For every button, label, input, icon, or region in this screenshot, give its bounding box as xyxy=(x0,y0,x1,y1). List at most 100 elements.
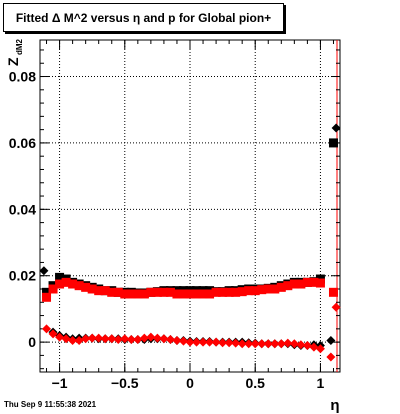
data-point-diamond xyxy=(224,338,234,348)
data-point-diamond xyxy=(331,123,341,133)
data-point-diamond xyxy=(244,339,254,349)
data-point-diamond xyxy=(172,335,182,345)
data-point-square xyxy=(276,282,286,292)
y-axis-subscript: dM2 xyxy=(15,38,24,55)
data-point-square xyxy=(139,289,149,299)
data-point-square xyxy=(211,287,221,297)
data-point-diamond xyxy=(250,339,260,349)
data-point-square xyxy=(302,277,312,287)
data-point-square xyxy=(205,289,215,299)
data-point-diamond xyxy=(39,266,49,276)
data-point-square xyxy=(224,287,234,297)
data-point-diamond xyxy=(146,332,156,342)
y-tick-label: 0.06 xyxy=(9,135,36,151)
data-point-square xyxy=(283,281,293,291)
data-point-square xyxy=(178,289,188,299)
data-point-diamond xyxy=(198,337,208,347)
data-point-diamond xyxy=(87,333,97,343)
x-axis-title: η xyxy=(330,397,339,414)
data-point-square xyxy=(48,284,58,294)
data-point-diamond xyxy=(126,334,136,344)
y-tick-label: 0.02 xyxy=(9,268,36,284)
data-point-diamond xyxy=(100,334,110,344)
x-tick-label: −0.5 xyxy=(111,375,139,391)
y-tick-label: 0.08 xyxy=(9,69,36,85)
data-point-diamond xyxy=(315,344,325,354)
data-point-square xyxy=(296,279,306,289)
data-point-diamond xyxy=(68,335,78,345)
data-point-diamond xyxy=(263,339,273,349)
data-point-diamond xyxy=(289,339,299,349)
data-point-diamond xyxy=(309,342,319,352)
data-point-square xyxy=(55,279,65,289)
data-point-diamond xyxy=(192,337,202,347)
data-point-diamond xyxy=(276,339,286,349)
data-point-diamond xyxy=(237,339,247,349)
data-point-square xyxy=(55,272,65,282)
data-point-diamond xyxy=(42,324,52,334)
data-point-diamond xyxy=(296,340,306,350)
data-point-diamond xyxy=(302,340,312,350)
data-point-square xyxy=(263,284,273,294)
data-point-square xyxy=(42,292,52,302)
data-point-diamond xyxy=(283,338,293,348)
y-tick-label: 0.04 xyxy=(9,201,36,217)
data-point-square xyxy=(165,287,175,297)
data-point-diamond xyxy=(270,339,280,349)
data-point-square xyxy=(61,277,71,287)
data-point-diamond xyxy=(218,338,228,348)
data-point-square xyxy=(289,279,299,289)
data-point-square xyxy=(309,277,319,287)
data-points xyxy=(39,123,341,362)
data-point-diamond xyxy=(61,334,71,344)
data-point-diamond xyxy=(165,334,175,344)
data-point-diamond xyxy=(152,333,162,343)
data-point-square xyxy=(113,287,123,297)
tick-labels: −1 −0.5 0 0.5 1 0 0.02 0.04 0.06 0.08 xyxy=(9,69,325,391)
data-point-square xyxy=(244,286,254,296)
data-point-diamond xyxy=(159,334,169,344)
data-point-square xyxy=(120,289,130,299)
data-point-diamond xyxy=(139,333,149,343)
data-point-diamond xyxy=(107,334,117,344)
data-point-square xyxy=(231,287,241,297)
data-point-square xyxy=(328,138,338,148)
data-point-square xyxy=(74,281,84,291)
chart-title-box: Fitted Δ M^2 versus η and p for Global p… xyxy=(3,3,284,32)
x-tick-label: 0 xyxy=(186,375,194,391)
data-point-square xyxy=(328,287,338,297)
data-point-diamond xyxy=(205,337,215,347)
data-point-square xyxy=(250,286,260,296)
data-point-diamond xyxy=(185,337,195,347)
data-point-square xyxy=(68,279,78,289)
data-point-square xyxy=(100,286,110,296)
data-point-diamond xyxy=(231,338,241,348)
data-point-diamond xyxy=(48,329,58,339)
data-point-diamond xyxy=(113,334,123,344)
data-point-square xyxy=(237,287,247,297)
data-point-square xyxy=(257,285,267,295)
data-point-square xyxy=(107,287,117,297)
data-point-square xyxy=(270,284,280,294)
x-tick-label: 1 xyxy=(317,375,325,391)
timestamp: Thu Sep 9 11:55:38 2021 xyxy=(4,400,97,409)
data-point-diamond xyxy=(211,337,221,347)
data-point-square xyxy=(185,289,195,299)
data-point-square xyxy=(133,289,143,299)
x-tick-label: −1 xyxy=(52,375,68,391)
data-point-square xyxy=(218,287,228,297)
data-point-square xyxy=(146,287,156,297)
data-point-diamond xyxy=(178,336,188,346)
data-point-square xyxy=(198,289,208,299)
data-point-diamond xyxy=(257,339,267,349)
data-point-diamond xyxy=(94,333,104,343)
axis-ticks xyxy=(40,40,340,372)
data-point-square xyxy=(172,289,182,299)
data-point-diamond xyxy=(133,334,143,344)
data-point-diamond xyxy=(326,352,336,362)
data-point-diamond xyxy=(331,302,341,312)
data-point-square xyxy=(42,287,52,297)
data-point-diamond xyxy=(120,334,130,344)
data-point-square xyxy=(87,284,97,294)
